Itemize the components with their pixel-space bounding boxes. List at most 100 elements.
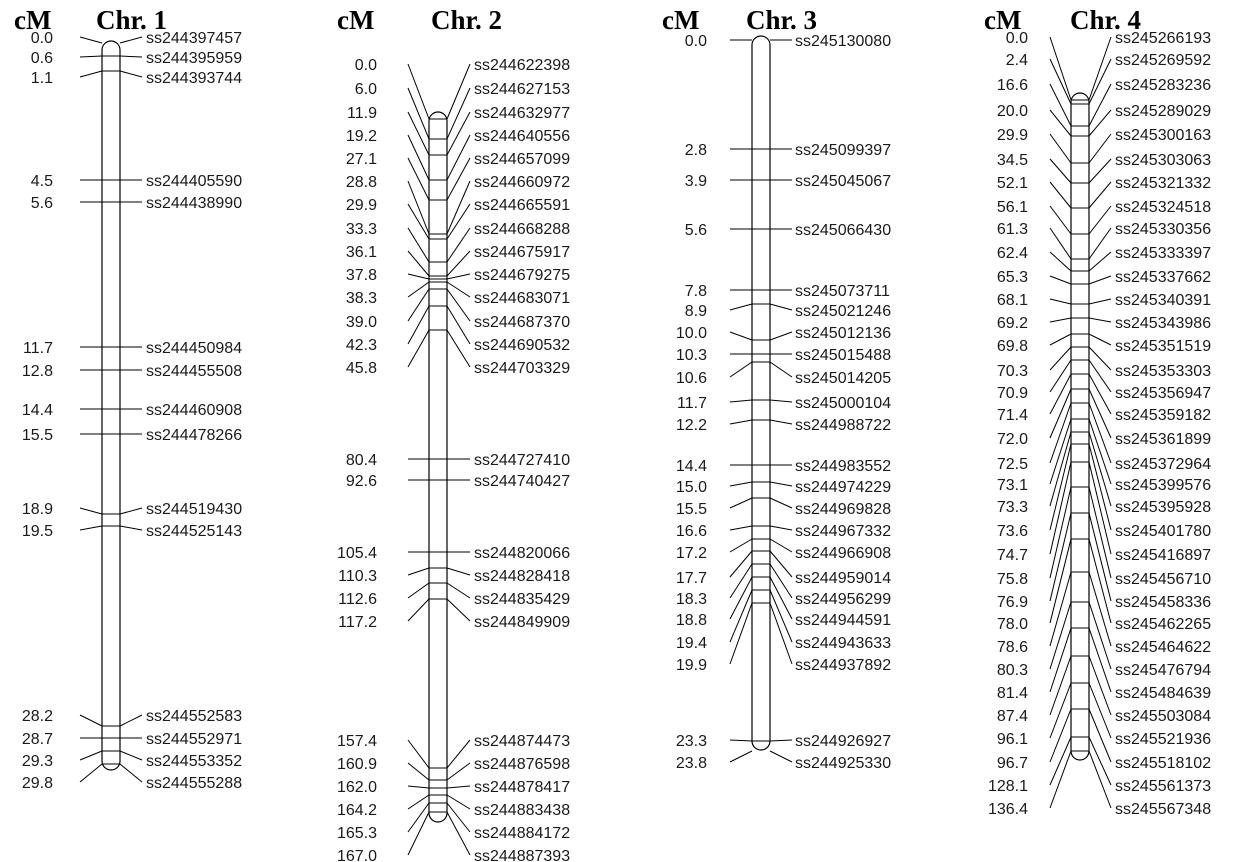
marker-position-label: 78.0 <box>997 616 1028 633</box>
marker-position-label: 23.8 <box>676 755 707 772</box>
marker-position-label: 165.3 <box>337 825 377 842</box>
marker-id-label: ss245503084 <box>1115 708 1211 725</box>
marker-id-label: ss244683071 <box>474 290 570 307</box>
marker-connector-left <box>1049 227 1072 260</box>
marker-connector-right <box>1088 538 1112 624</box>
chromosome-1-bar <box>101 40 121 771</box>
marker-id-label: ss244668288 <box>474 221 570 238</box>
marker-id-label: ss245340391 <box>1115 292 1211 309</box>
marker-connector-left <box>407 157 430 201</box>
marker-id-label: ss244640556 <box>474 128 570 145</box>
marker-connector-left <box>1049 298 1072 305</box>
marker-connector-right <box>446 567 471 576</box>
marker-connector-left <box>1049 461 1072 555</box>
marker-id-label: ss245356947 <box>1115 385 1211 402</box>
marker-connector-right <box>1088 251 1112 272</box>
marker-id-label: ss245012136 <box>795 325 891 342</box>
marker-position-label: 5.6 <box>31 195 53 212</box>
marker-connector-left <box>407 134 430 181</box>
marker-position-label: 12.2 <box>676 417 707 434</box>
marker-connector-left <box>1049 708 1072 763</box>
marker-position-label: 167.0 <box>337 848 377 862</box>
marker-connector-right <box>119 507 143 515</box>
chr2-title: Chr. 2 <box>431 5 503 35</box>
marker-id-label: ss244455508 <box>146 363 242 380</box>
marker-id-label: ss245266193 <box>1115 30 1211 47</box>
marker-id-label: ss244883438 <box>474 802 570 819</box>
marker-id-label: ss245073711 <box>795 283 890 300</box>
marker-connector-right <box>769 602 793 665</box>
marker-id-label: ss245330356 <box>1115 221 1211 238</box>
marker-connector-right <box>119 714 143 727</box>
marker-position-label: 61.3 <box>997 221 1028 238</box>
marker-connector-right <box>769 739 793 742</box>
marker-connector-right <box>446 157 471 201</box>
marker-position-label: 80.3 <box>997 662 1028 679</box>
marker-id-label: ss244622398 <box>474 57 570 74</box>
marker-connector-right <box>446 329 471 368</box>
marker-id-label: ss245359182 <box>1115 407 1211 424</box>
chromosome-4-bar <box>1070 92 1090 761</box>
marker-id-label: ss245561373 <box>1115 778 1211 795</box>
marker-connector-right <box>1088 402 1112 464</box>
marker-position-label: 14.4 <box>22 402 53 419</box>
marker-id-label: ss244703329 <box>474 360 570 377</box>
marker-position-label: 16.6 <box>997 77 1028 94</box>
marker-connector-right <box>1088 627 1112 693</box>
marker-connector-right <box>446 203 471 240</box>
marker-connector-left <box>407 794 430 810</box>
marker-position-label: 96.7 <box>997 755 1028 772</box>
marker-connector-left <box>407 87 430 140</box>
marker-position-label: 18.8 <box>676 612 707 629</box>
marker-position-label: 71.4 <box>997 407 1028 424</box>
marker-connector-left <box>1049 512 1072 602</box>
marker-id-label: ss245518102 <box>1115 755 1211 772</box>
marker-position-label: 33.3 <box>346 221 377 238</box>
marker-id-label: ss244943633 <box>795 635 891 652</box>
marker-id-label: ss245416897 <box>1115 547 1211 564</box>
marker-connector-right <box>1088 333 1112 346</box>
marker-id-label: ss244395959 <box>146 50 242 67</box>
marker-connector-right <box>769 303 793 311</box>
marker-position-label: 80.4 <box>346 452 377 469</box>
marker-position-label: 96.1 <box>997 731 1028 748</box>
marker-id-label: ss244525143 <box>146 523 242 540</box>
chromosome-2-bar <box>428 111 448 823</box>
marker-position-label: 45.8 <box>346 360 377 377</box>
marker-id-label: ss245014205 <box>795 370 891 387</box>
marker-position-label: 87.4 <box>997 708 1028 725</box>
marker-connector-left <box>407 567 430 576</box>
marker-connector-left <box>407 63 430 120</box>
marker-connector-left <box>1049 750 1072 809</box>
marker-connector-left <box>1049 359 1072 393</box>
marker-position-label: 39.0 <box>346 314 377 331</box>
marker-position-label: 15.5 <box>676 501 707 518</box>
marker-id-label: ss244450984 <box>146 340 242 357</box>
marker-connector-right <box>1088 158 1112 184</box>
chr3-title: Chr. 3 <box>746 5 818 35</box>
marker-id-label: ss244820066 <box>474 545 570 562</box>
marker-position-label: 19.9 <box>676 657 707 674</box>
marker-position-label: 73.3 <box>997 499 1028 516</box>
marker-connector-right <box>1088 359 1112 393</box>
marker-id-label: ss244555288 <box>146 775 242 792</box>
marker-connector-right <box>119 70 143 78</box>
marker-connector-left <box>407 111 430 156</box>
marker-position-label: 17.7 <box>676 570 707 587</box>
marker-position-label: 36.1 <box>346 244 377 261</box>
marker-id-label: ss244690532 <box>474 337 570 354</box>
marker-position-label: 27.1 <box>346 151 377 168</box>
marker-position-label: 117.2 <box>338 614 377 631</box>
marker-connector-left <box>1049 418 1072 485</box>
marker-connector-left <box>1049 36 1072 101</box>
marker-connector-left <box>1049 373 1072 415</box>
marker-id-label: ss244983552 <box>795 458 891 475</box>
marker-id-label: ss245399576 <box>1115 477 1211 494</box>
marker-connector-right <box>1088 275 1112 285</box>
marker-position-label: 3.9 <box>685 173 707 190</box>
marker-connector-left <box>79 750 103 761</box>
marker-connector-right <box>769 331 793 341</box>
marker-connector-right <box>1088 708 1112 763</box>
marker-id-label: ss244660972 <box>474 174 570 191</box>
